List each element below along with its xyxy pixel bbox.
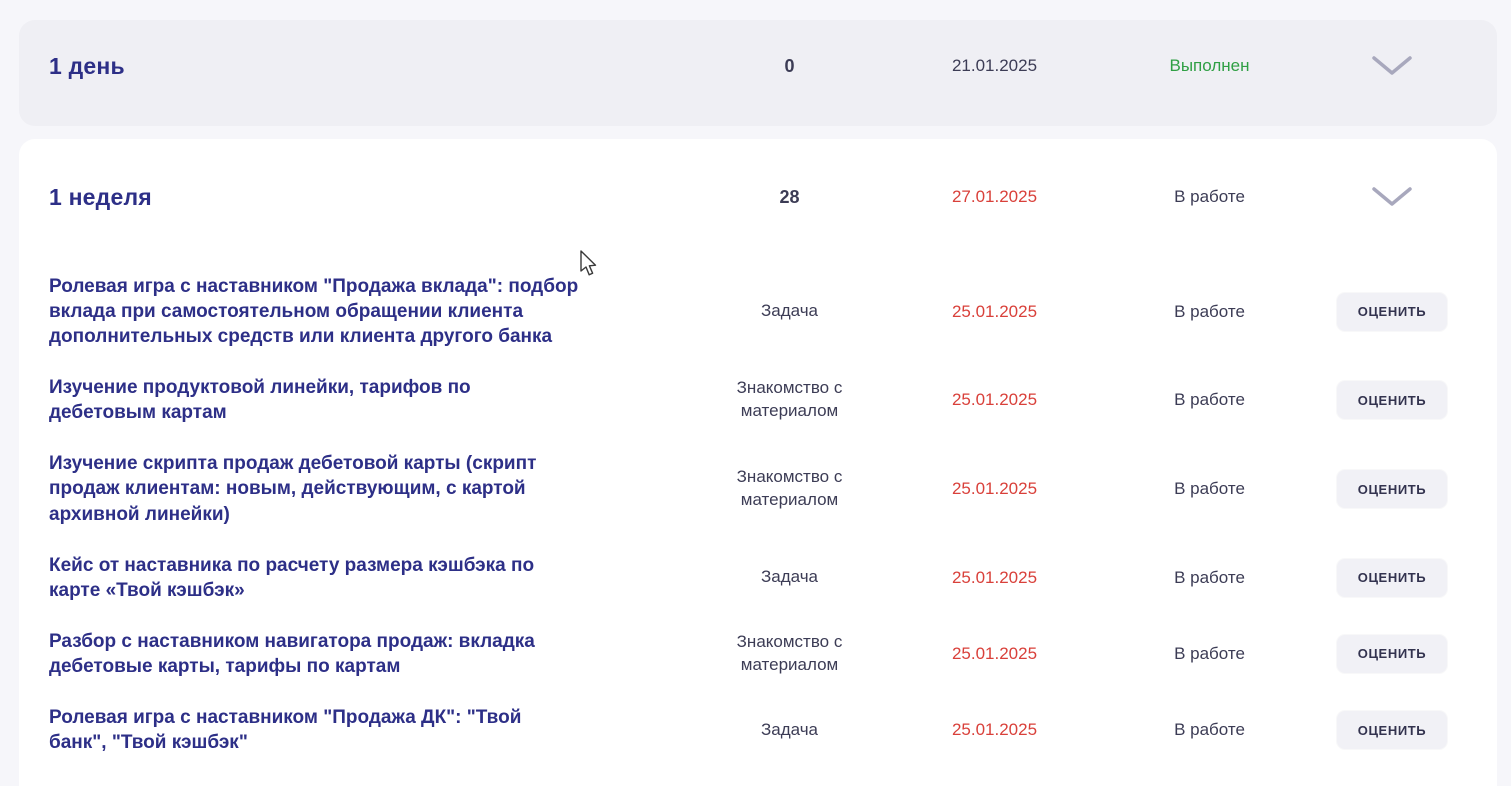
task-type: Задача [760,301,819,321]
task-row: Ролевая игра с наставником "Продажа вкла… [19,261,1497,362]
stage-task-count: 0 [784,55,795,76]
task-status: В работе [1174,390,1245,410]
task-type: Задача [760,719,819,739]
rate-button[interactable]: ОЦЕНИТЬ [1337,381,1447,420]
stage-header-row[interactable]: 1 день 0 21.01.2025 Выполнен [19,20,1497,112]
stage-list: 1 день 0 21.01.2025 Выполнен 1 неделя 28… [0,20,1511,786]
task-deadline-date: 25.01.2025 [951,301,1038,321]
task-title-link[interactable]: Кейс от наставника по расчету размера кэ… [49,554,535,601]
stage-title-cell: 1 неделя [49,184,692,211]
rate-button[interactable]: ОЦЕНИТЬ [1337,711,1447,750]
task-type: Знакомство с материалом [736,378,843,421]
stage-header-row[interactable]: 1 неделя 28 27.01.2025 В работе [19,139,1497,247]
task-deadline-date: 25.01.2025 [951,390,1038,410]
stage-title-cell: 1 день [49,53,692,80]
rate-button[interactable]: ОЦЕНИТЬ [1337,470,1447,508]
task-status: В работе [1174,301,1245,321]
stage-section-week-1: 1 неделя 28 27.01.2025 В работе Ролевая … [19,139,1497,786]
section-toggle-button[interactable] [1367,51,1417,81]
chevron-down-icon [1372,187,1412,206]
stage-deadline-date: 21.01.2025 [951,56,1038,75]
stage-task-list [19,112,1497,126]
task-row: Кейс от наставника по расчету размера кэ… [19,540,1497,616]
task-row: Ролевая игра с наставником "Продажа ДК":… [19,692,1497,768]
stage-task-count: 28 [779,186,800,207]
task-type: Задача [760,567,819,587]
task-type: Знакомство с материалом [736,467,843,509]
task-status: В работе [1174,643,1245,663]
task-title-link[interactable]: Ролевая игра с наставником "Продажа вкла… [49,276,579,348]
stage-title: 1 неделя [49,183,152,210]
task-status: В работе [1174,567,1245,587]
task-title-link[interactable]: Ролевая игра с наставником "Продажа ДК":… [49,706,522,754]
task-row: Изучение скрипта продаж дебетовой карты … [19,438,1497,539]
task-deadline-date: 25.01.2025 [951,720,1038,740]
rate-button[interactable]: ОЦЕНИТЬ [1337,558,1447,597]
task-deadline-date: 25.01.2025 [951,643,1038,663]
stage-task-list: Ролевая игра с наставником "Продажа вкла… [19,247,1497,768]
section-toggle-button[interactable] [1367,182,1417,212]
stage-section-day-1: 1 день 0 21.01.2025 Выполнен [19,20,1497,126]
task-row: Изучение продуктовой линейки, тарифов по… [19,362,1497,438]
task-deadline-date: 25.01.2025 [951,567,1038,587]
stage-deadline-date: 27.01.2025 [951,187,1038,206]
task-title-link[interactable]: Разбор с наставником навигатора продаж: … [49,630,535,677]
task-status: В работе [1174,479,1245,498]
stage-title: 1 день [49,52,125,79]
task-deadline-date: 25.01.2025 [951,479,1038,498]
rate-button[interactable]: ОЦЕНИТЬ [1337,292,1447,331]
task-title-link[interactable]: Изучение продуктовой линейки, тарифов по… [49,377,471,424]
task-title-link[interactable]: Изучение скрипта продаж дебетовой карты … [49,453,537,525]
task-type: Знакомство с материалом [736,631,843,674]
task-row: Разбор с наставником навигатора продаж: … [19,616,1497,692]
chevron-down-icon [1372,56,1412,75]
rate-button[interactable]: ОЦЕНИТЬ [1337,634,1447,673]
stage-status: В работе [1174,187,1245,206]
task-status: В работе [1174,720,1245,740]
stage-status: Выполнен [1169,56,1250,75]
adaptation-plan-page: 1 день 0 21.01.2025 Выполнен 1 неделя 28… [0,20,1511,786]
